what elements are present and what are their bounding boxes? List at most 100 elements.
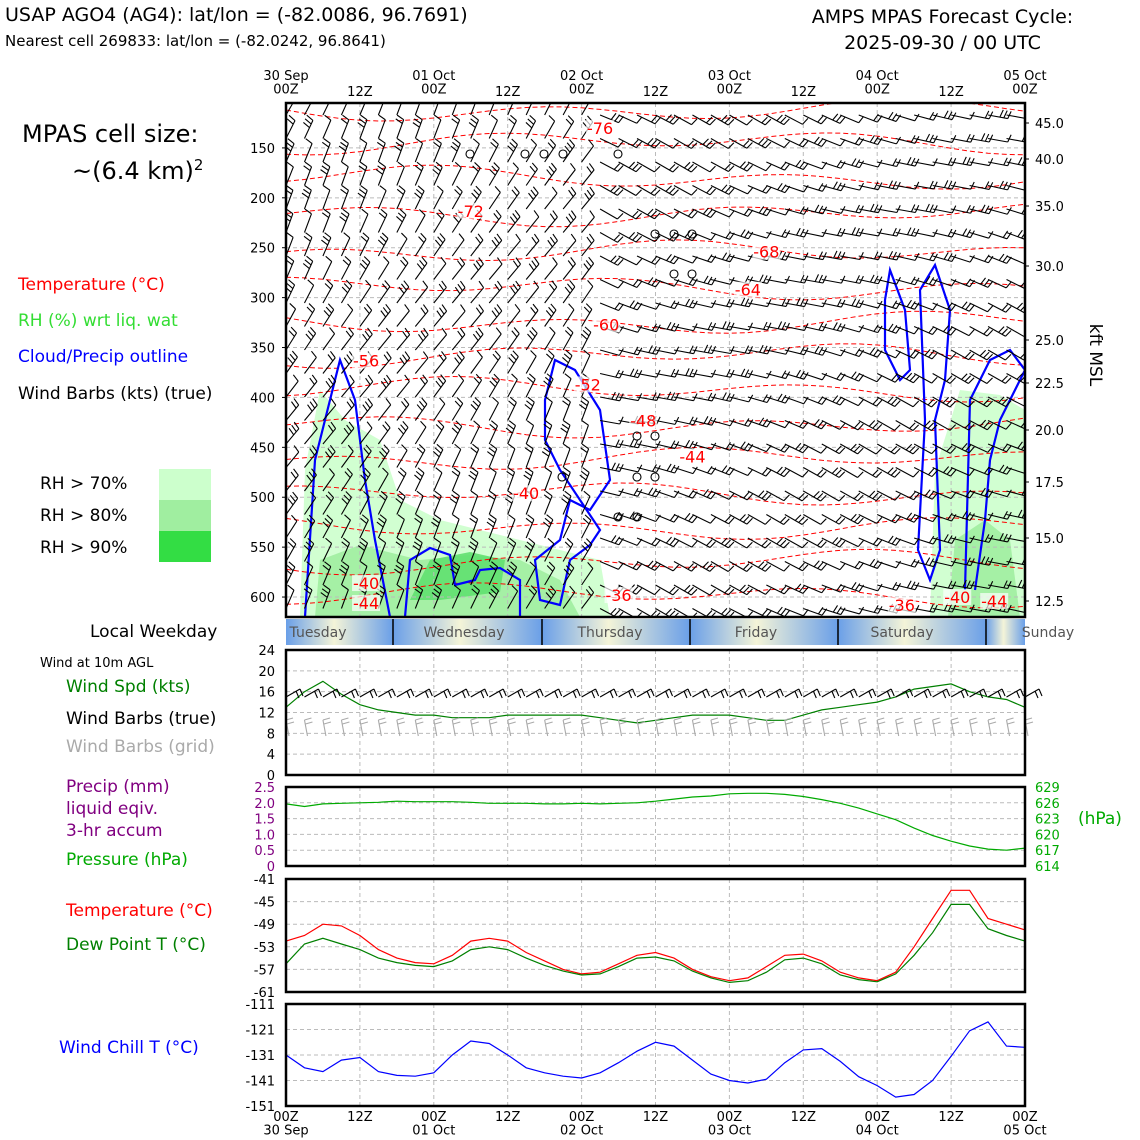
- height-tick-label: 20.0: [1035, 424, 1064, 439]
- wind-barb-feather: [943, 110, 949, 119]
- dewpoint-label: Dew Point T (°C): [66, 935, 206, 955]
- y-tick-label: 2.5: [254, 781, 275, 796]
- wind-barb-feather: [1007, 581, 1012, 589]
- wind-barb-true: [378, 688, 393, 698]
- wind-barb: [340, 285, 353, 304]
- wind-barb-grid: [876, 719, 881, 737]
- wind-barb: [951, 607, 971, 613]
- wind-barb-grid-feather: [804, 721, 812, 725]
- wind-barb: [747, 396, 768, 404]
- wind-barb: [414, 238, 427, 257]
- wind-barb: [303, 261, 314, 280]
- wind-barb-grid: [322, 719, 327, 737]
- wind-barb-feather: [710, 211, 717, 218]
- wind-barb-feather: [853, 421, 861, 429]
- wind-barb-feather: [728, 165, 735, 172]
- wind-barb-feather: [654, 257, 661, 265]
- wind-barb: [470, 495, 479, 515]
- wind-barb: [710, 419, 731, 427]
- wind-barb-feather: [887, 396, 894, 404]
- wind-barb-grid-feather: [415, 717, 423, 721]
- wind-barb-feather: [838, 494, 846, 502]
- wind-barb: [599, 372, 620, 379]
- wind-barb-feather: [473, 420, 480, 427]
- wind-barb-feather: [859, 228, 864, 237]
- wind-barb-feather: [513, 186, 520, 194]
- wind-barb-grid: [654, 719, 660, 737]
- y-tick-label: 8: [267, 727, 275, 742]
- wind-barb-feather: [728, 517, 735, 525]
- wind-barb-feather: [724, 186, 731, 193]
- wind-barb-feather: [471, 114, 479, 121]
- wind-barb-feather: [858, 562, 865, 570]
- wind-barb: [951, 584, 971, 590]
- wind-barb-feather: [330, 374, 337, 382]
- wind-barb-feather: [493, 373, 500, 381]
- wind-barb-feather: [618, 513, 624, 521]
- wind-barb: [821, 372, 841, 381]
- wind-barb-feather: [877, 583, 883, 592]
- weekday-segment: [393, 619, 542, 645]
- wind-barb-feather: [795, 442, 802, 450]
- wind-barb: [692, 138, 711, 149]
- wind-barb: [969, 208, 990, 215]
- wind-barb-feather: [362, 333, 368, 341]
- wind-barb-feather: [404, 327, 411, 335]
- wind-barb-true-feather: [1038, 688, 1043, 697]
- wind-barb: [322, 333, 336, 351]
- wind-barb: [710, 584, 729, 596]
- wind-barb-feather: [765, 588, 772, 595]
- wind-barb-grid: [802, 719, 807, 737]
- wind-barb: [710, 114, 729, 126]
- wind-barb-feather: [545, 310, 552, 317]
- wind-barb-feather: [324, 232, 332, 239]
- wind-barb-true-feather: [853, 688, 858, 697]
- wind-barb: [322, 451, 336, 468]
- wind-barb-feather: [311, 374, 318, 382]
- wind-barb-feather: [647, 138, 654, 145]
- wind-barb: [655, 396, 676, 402]
- wind-barb: [562, 591, 576, 609]
- wind-barb-feather: [324, 114, 332, 121]
- wind-barb-feather: [420, 330, 427, 339]
- wind-barb-feather: [320, 169, 328, 175]
- wind-barb-feather: [401, 444, 408, 451]
- wind-barb-feather: [291, 401, 297, 409]
- wind-barb: [562, 519, 573, 539]
- wind-barb: [987, 161, 1008, 167]
- wind-barb-feather: [820, 117, 827, 125]
- wind-barb-feather: [1045, 511, 1049, 518]
- wind-barb-feather: [759, 344, 764, 353]
- wind-barb: [544, 543, 555, 562]
- legend-rh: RH (%) wrt liq. wat: [18, 311, 178, 331]
- wind-barb-feather: [781, 321, 787, 330]
- wind-barb: [377, 286, 391, 304]
- wind-barb-feather: [287, 541, 295, 548]
- wind-barb-feather: [615, 369, 620, 378]
- wind-barb-feather: [400, 283, 407, 291]
- wind-barb: [895, 231, 916, 237]
- wind-barb-feather: [947, 535, 953, 543]
- wind-barb-feather: [452, 141, 460, 148]
- wind-barb: [599, 161, 618, 172]
- wind-barb-feather: [490, 537, 498, 544]
- wind-barb-grid: [765, 719, 770, 737]
- wind-barb-feather: [691, 565, 698, 572]
- wind-barb: [451, 472, 461, 492]
- calm-wind-circle: [539, 149, 549, 159]
- wind-barb-feather: [514, 210, 521, 218]
- wind-barb: [322, 428, 337, 445]
- wind-barb-feather: [341, 286, 349, 294]
- wind-barb: [488, 216, 502, 233]
- wind-barb-feather: [670, 300, 676, 308]
- wind-barb: [322, 543, 333, 562]
- wind-barb-grid: [525, 719, 530, 737]
- wind-barb: [377, 334, 392, 351]
- wind-barb-feather: [835, 538, 842, 546]
- wind-barb-feather: [582, 467, 590, 473]
- wind-barb-feather: [999, 180, 1004, 189]
- wind-barb-feather: [610, 185, 617, 192]
- wind-barb-feather: [451, 118, 459, 125]
- wind-barb-feather: [349, 374, 355, 382]
- wind-barb-feather: [376, 141, 385, 148]
